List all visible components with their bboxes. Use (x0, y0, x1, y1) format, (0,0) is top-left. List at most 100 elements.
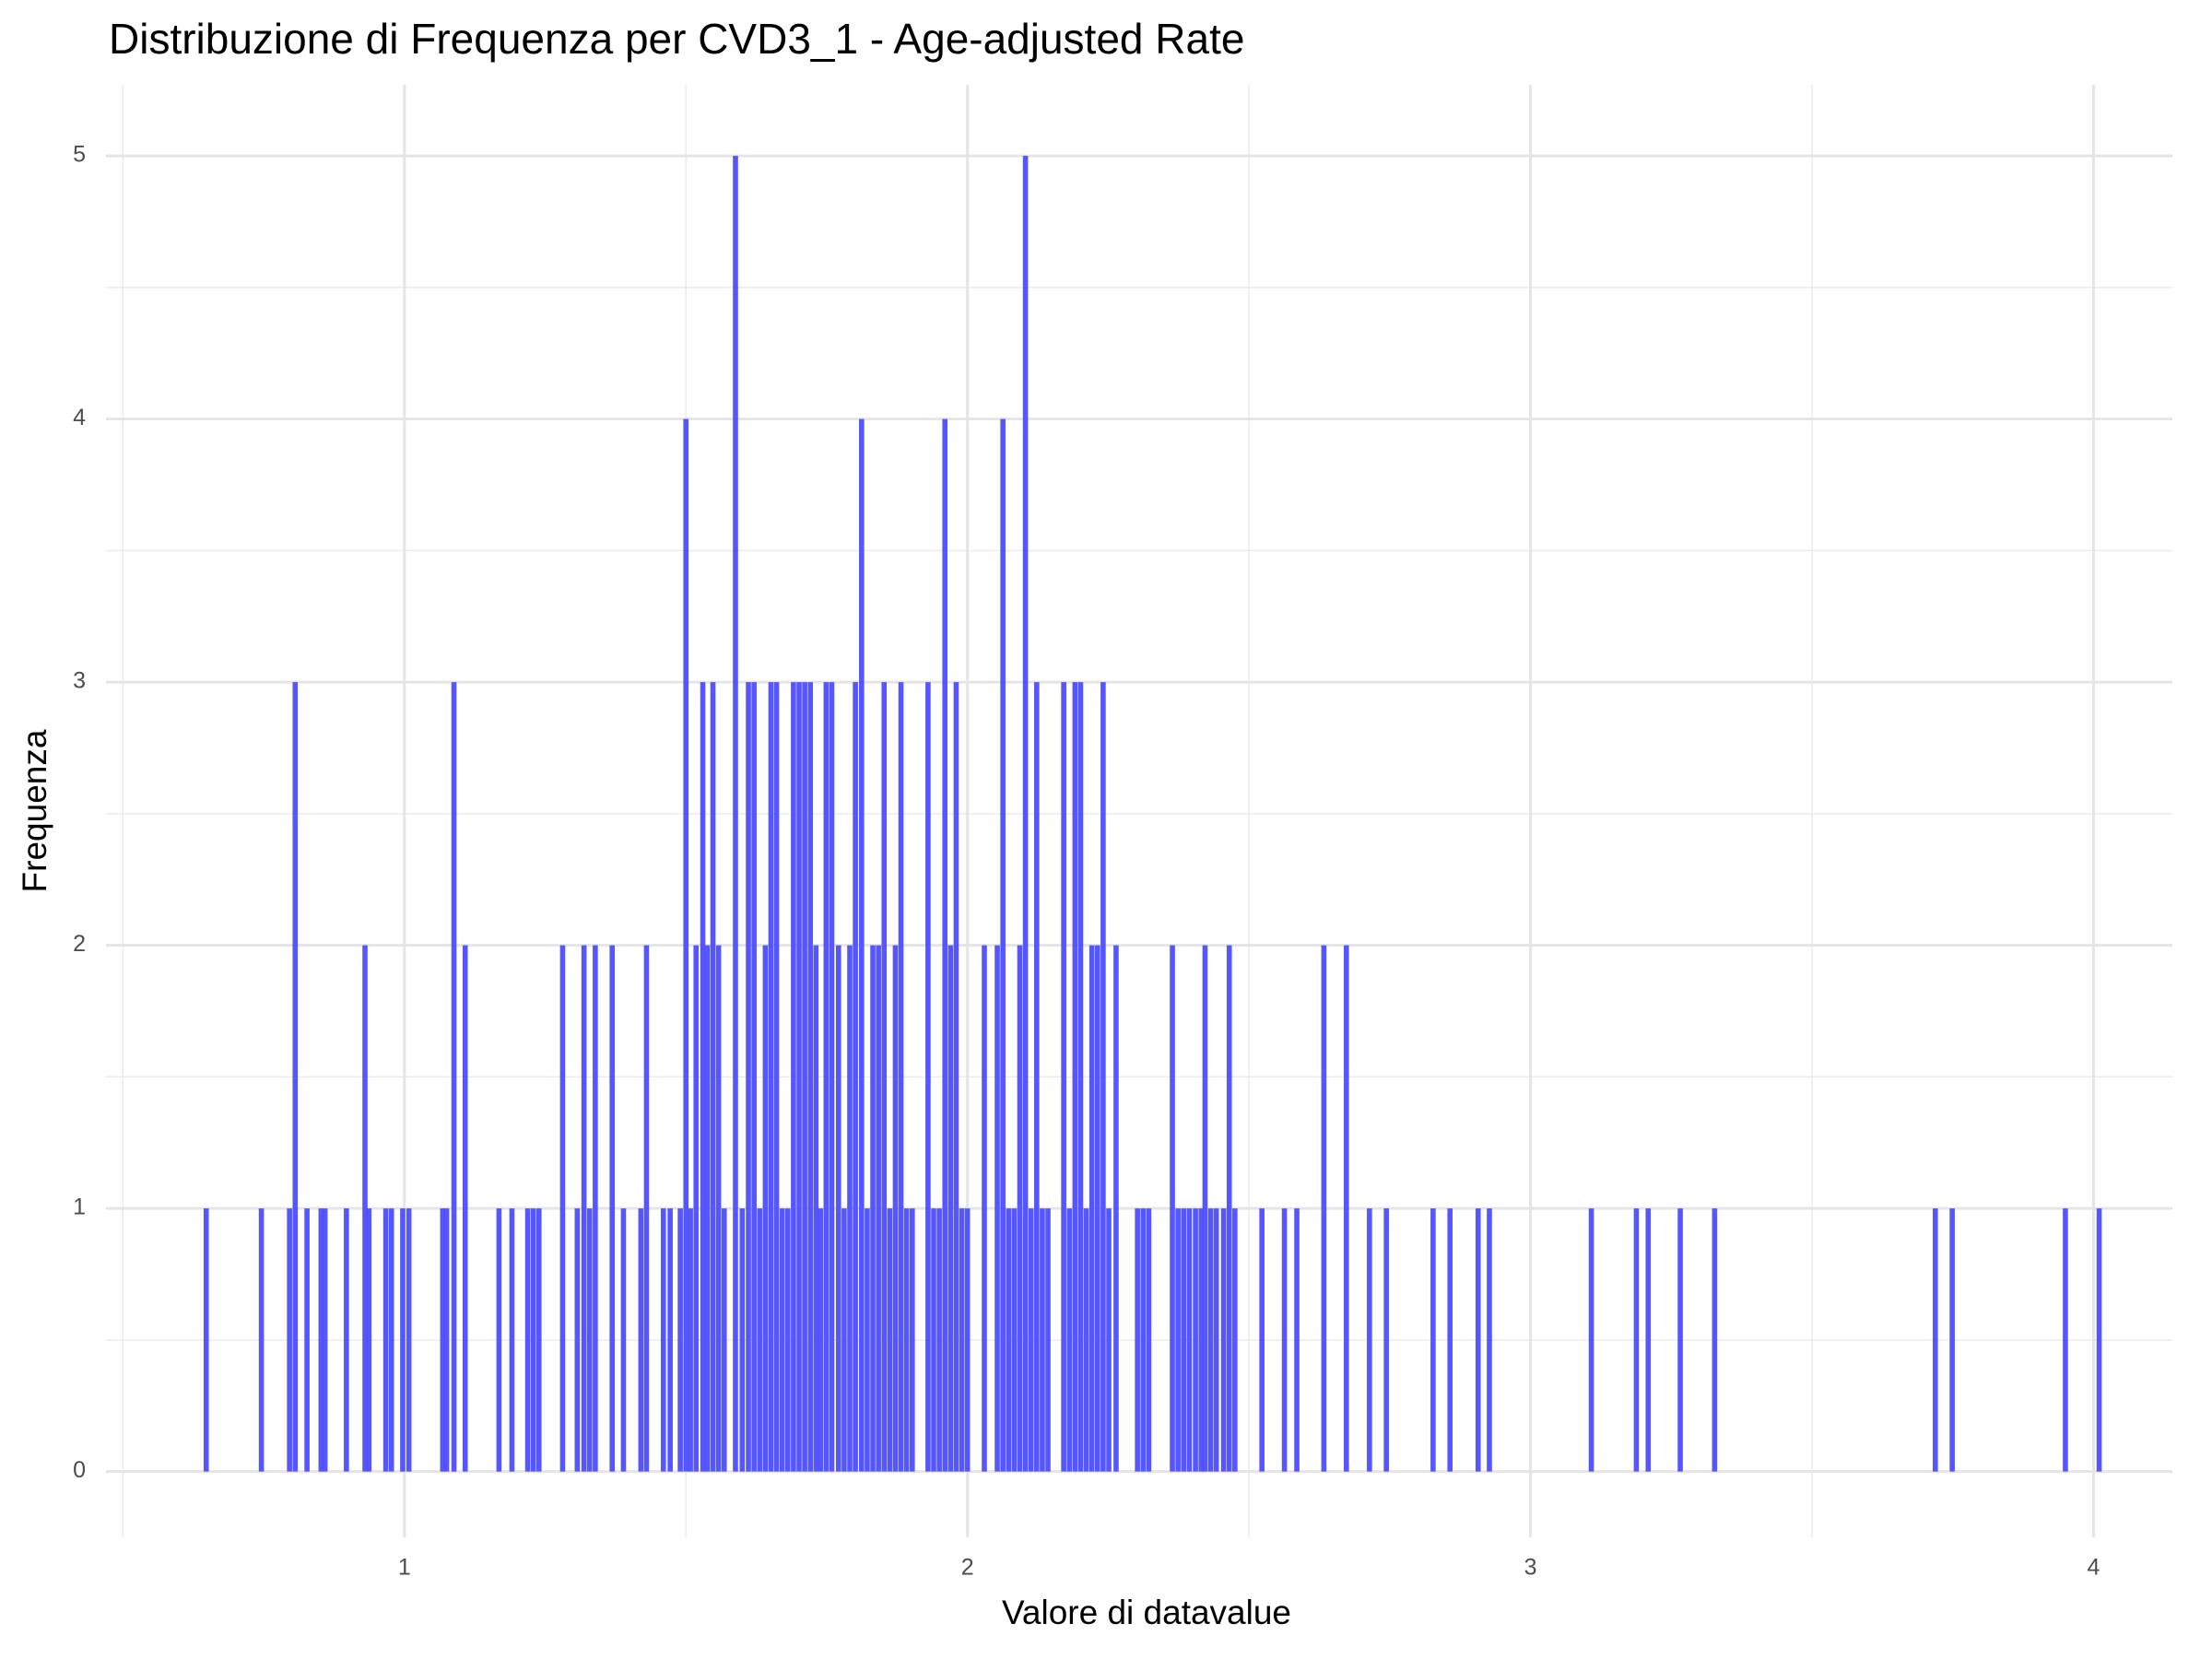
bar (1135, 1208, 1140, 1472)
bar (829, 682, 835, 1472)
bar (903, 1208, 910, 1472)
bar (344, 1208, 349, 1472)
bar (1017, 945, 1023, 1472)
bar (693, 945, 700, 1472)
bar (1294, 1208, 1300, 1472)
bar (660, 1208, 666, 1472)
bar (559, 945, 566, 1472)
bar (1645, 1208, 1652, 1472)
y-tick-label: 4 (73, 405, 86, 430)
y-tick-label: 0 (73, 1457, 86, 1483)
bar (1712, 1208, 1718, 1472)
bar (807, 682, 814, 1472)
bar (1186, 1208, 1193, 1472)
bar (1633, 1208, 1640, 1472)
bar (366, 1208, 372, 1472)
bar (715, 945, 722, 1472)
bar (1447, 1208, 1453, 1472)
bar (1040, 1208, 1045, 1472)
bar (1198, 1208, 1204, 1472)
bar (1232, 1208, 1238, 1472)
bar (574, 1208, 581, 1472)
bar (677, 1208, 683, 1472)
bar (1321, 945, 1327, 1472)
bar (1207, 1208, 1214, 1472)
bar (841, 1208, 847, 1472)
chart-title: Distribuzione di Frequenza per CVD3_1 - … (109, 15, 1244, 63)
bar (620, 1208, 627, 1472)
bar (779, 1208, 785, 1472)
bar (931, 1208, 936, 1472)
bar (258, 1208, 265, 1472)
bar (865, 1208, 870, 1472)
bar (1226, 945, 1232, 1472)
bar (953, 682, 959, 1472)
y-tick-label: 3 (73, 668, 86, 694)
bar (287, 1208, 292, 1472)
bar (982, 945, 987, 1472)
bar (1034, 682, 1040, 1472)
x-tick-label: 3 (1524, 1555, 1537, 1581)
bar (784, 1208, 791, 1472)
bar (881, 682, 888, 1472)
bar (1175, 1208, 1181, 1472)
bar (796, 682, 802, 1472)
bar (322, 1208, 328, 1472)
bar (1933, 1208, 1938, 1472)
bar (688, 1208, 693, 1472)
bar (1259, 1208, 1265, 1472)
bar (2063, 1208, 2068, 1472)
bar (1475, 1208, 1481, 1472)
bar (638, 1208, 644, 1472)
x-axis-label: Valore di datavalue (1002, 1594, 1291, 1631)
bar (292, 682, 299, 1472)
bar (1066, 1208, 1073, 1472)
bar (942, 418, 948, 1472)
bar (2096, 1208, 2102, 1472)
bar (818, 1208, 824, 1472)
bar (925, 682, 931, 1472)
bar (462, 945, 468, 1472)
bar (892, 945, 899, 1472)
bar (1140, 1208, 1147, 1472)
bar (751, 682, 757, 1472)
bar (318, 1208, 324, 1472)
bar (1100, 682, 1106, 1472)
bar (362, 945, 368, 1472)
bar (1083, 1208, 1089, 1472)
bar (791, 682, 796, 1472)
bar (1383, 1208, 1389, 1472)
bar (847, 945, 853, 1472)
bar (746, 682, 751, 1472)
bar (823, 682, 830, 1472)
bar (683, 418, 689, 1472)
bar (530, 1208, 536, 1472)
bar (1146, 1208, 1152, 1472)
bar (768, 682, 774, 1472)
y-axis-label: Frequenza (16, 729, 53, 892)
bar (813, 945, 819, 1472)
bar (1949, 1208, 1955, 1472)
x-tick-label: 4 (2088, 1555, 2100, 1581)
bar (835, 945, 841, 1472)
bar (1430, 1208, 1436, 1472)
x-tick-label: 1 (398, 1555, 411, 1581)
bar (1113, 945, 1119, 1472)
bar (721, 1208, 727, 1472)
bar (700, 682, 706, 1472)
bar (1094, 945, 1100, 1472)
bar (593, 945, 598, 1472)
bar (1202, 945, 1208, 1472)
y-tick-label: 1 (73, 1194, 86, 1220)
bar (1487, 1208, 1492, 1472)
bar (1193, 1208, 1198, 1472)
bar (643, 945, 650, 1472)
bar (382, 1208, 389, 1472)
bar (947, 945, 954, 1472)
bar (1061, 682, 1066, 1472)
bar (1367, 1208, 1372, 1472)
bar (667, 1208, 673, 1472)
bar (586, 1208, 593, 1472)
bar (1181, 1208, 1187, 1472)
